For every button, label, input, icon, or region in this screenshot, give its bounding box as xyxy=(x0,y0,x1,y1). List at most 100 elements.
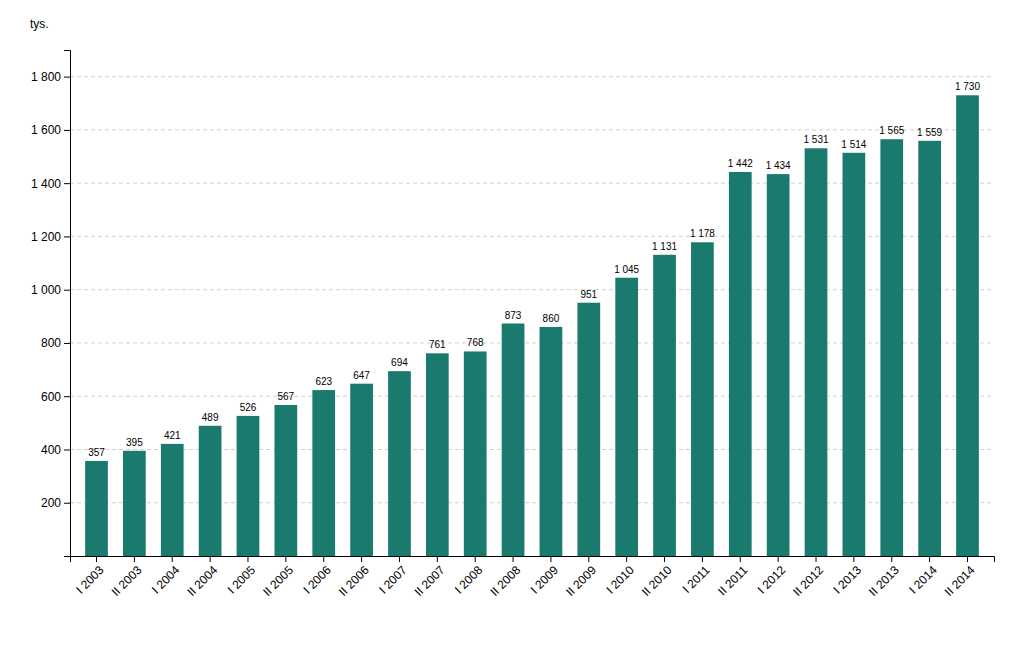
y-tick-label: 400 xyxy=(41,443,61,457)
y-tick-mark xyxy=(64,503,70,504)
data-label: 1 045 xyxy=(614,264,639,275)
y-tick-mark xyxy=(64,396,70,397)
x-tick-mark xyxy=(664,556,665,562)
x-axis-line xyxy=(71,557,995,563)
x-tick-mark xyxy=(588,556,589,562)
x-tick-mark xyxy=(323,556,324,562)
data-label: 1 131 xyxy=(652,241,677,252)
data-label: 1 178 xyxy=(690,228,715,239)
x-tick-mark xyxy=(96,556,97,562)
y-tick-label: 1 800 xyxy=(31,70,61,84)
data-label: 647 xyxy=(353,370,370,381)
data-label: 357 xyxy=(88,447,105,458)
data-label: 395 xyxy=(126,437,143,448)
x-tick: I 2010 xyxy=(603,556,637,597)
x-tick-mark xyxy=(285,556,286,562)
data-label: 768 xyxy=(467,337,484,348)
data-label: 421 xyxy=(164,430,181,441)
x-tick-mark xyxy=(361,556,362,562)
x-tick: II 2011 xyxy=(715,556,750,598)
x-tick-label: II 2014 xyxy=(942,563,978,599)
x-tick-label: II 2009 xyxy=(563,563,599,599)
data-labels: 3573954214895265676236476947617688738609… xyxy=(88,81,980,458)
bar xyxy=(918,141,941,556)
x-tick-mark xyxy=(513,556,514,562)
data-label: 623 xyxy=(315,376,332,387)
bar xyxy=(577,303,600,556)
x-tick: I 2013 xyxy=(831,556,865,597)
y-tick-mark xyxy=(64,130,70,131)
bar xyxy=(312,390,335,556)
bar xyxy=(237,416,260,556)
bar xyxy=(880,139,903,556)
x-tick-label: II 2012 xyxy=(790,563,826,599)
bar xyxy=(843,153,866,556)
x-tick-mark xyxy=(740,556,741,562)
bar xyxy=(615,278,638,556)
bar xyxy=(350,384,373,556)
x-tick: II 2014 xyxy=(942,556,978,599)
y-axis-line xyxy=(64,51,71,557)
y-tick-label: 1 400 xyxy=(31,176,61,190)
x-tick-label: I 2005 xyxy=(225,563,259,597)
x-tick-label: I 2010 xyxy=(603,563,637,597)
x-tick-label: II 2007 xyxy=(412,563,448,599)
bar xyxy=(653,255,676,556)
x-tick: I 2012 xyxy=(755,556,789,597)
data-label: 1 531 xyxy=(804,134,829,145)
plot: 2004006008001 0001 2001 4001 6001 800I 2… xyxy=(31,51,995,599)
bar xyxy=(805,148,828,556)
y-axis: 2004006008001 0001 2001 4001 6001 800 xyxy=(31,51,71,557)
x-tick-label: II 2013 xyxy=(866,563,902,599)
grid-line xyxy=(70,129,994,130)
bar xyxy=(502,324,525,556)
x-tick: II 2010 xyxy=(639,556,675,599)
bars xyxy=(85,95,979,556)
y-tick: 600 xyxy=(41,390,70,404)
x-tick-mark xyxy=(702,556,703,562)
x-tick-label: I 2009 xyxy=(528,563,562,597)
x-tick-mark xyxy=(929,556,930,562)
y-tick: 800 xyxy=(41,336,70,350)
data-label: 761 xyxy=(429,339,446,350)
bar xyxy=(767,174,790,556)
y-tick: 1 400 xyxy=(31,176,70,190)
x-tick: I 2014 xyxy=(906,556,940,597)
x-tick-label: I 2003 xyxy=(73,563,107,597)
bar xyxy=(388,371,411,556)
y-tick: 1 000 xyxy=(31,283,70,297)
bar xyxy=(274,405,297,556)
bar xyxy=(85,461,108,556)
y-tick-mark xyxy=(64,183,70,184)
bar xyxy=(956,95,979,556)
x-tick-mark xyxy=(247,556,248,562)
x-tick-label: I 2008 xyxy=(452,563,486,597)
x-tick-mark xyxy=(853,556,854,562)
bar xyxy=(729,172,752,556)
y-tick: 200 xyxy=(41,496,70,510)
bar xyxy=(540,327,563,556)
data-label: 1 434 xyxy=(766,160,791,171)
x-tick-label: I 2013 xyxy=(831,563,865,597)
x-tick: II 2004 xyxy=(184,556,220,599)
x-tick: I 2006 xyxy=(300,556,334,597)
x-tick-mark xyxy=(778,556,779,562)
x-tick-label: II 2006 xyxy=(336,563,372,599)
data-label: 1 730 xyxy=(955,81,980,92)
y-tick: 400 xyxy=(41,443,70,457)
x-tick: I 2004 xyxy=(149,556,183,597)
x-tick: I 2011 xyxy=(680,556,713,596)
x-tick-mark xyxy=(134,556,135,562)
x-tick-mark xyxy=(967,556,968,562)
x-tick: I 2003 xyxy=(73,556,107,597)
x-tick-mark xyxy=(399,556,400,562)
x-axis: I 2003II 2003I 2004II 2004I 2005II 2005I… xyxy=(71,556,995,599)
x-tick-label: I 2011 xyxy=(680,563,713,596)
x-tick-label: I 2004 xyxy=(149,563,183,597)
y-tick-mark xyxy=(64,343,70,344)
data-label: 1 514 xyxy=(841,139,866,150)
y-tick-label: 1 600 xyxy=(31,123,61,137)
y-tick-mark xyxy=(64,449,70,450)
bar xyxy=(691,242,714,556)
x-tick-label: II 2008 xyxy=(487,563,523,599)
